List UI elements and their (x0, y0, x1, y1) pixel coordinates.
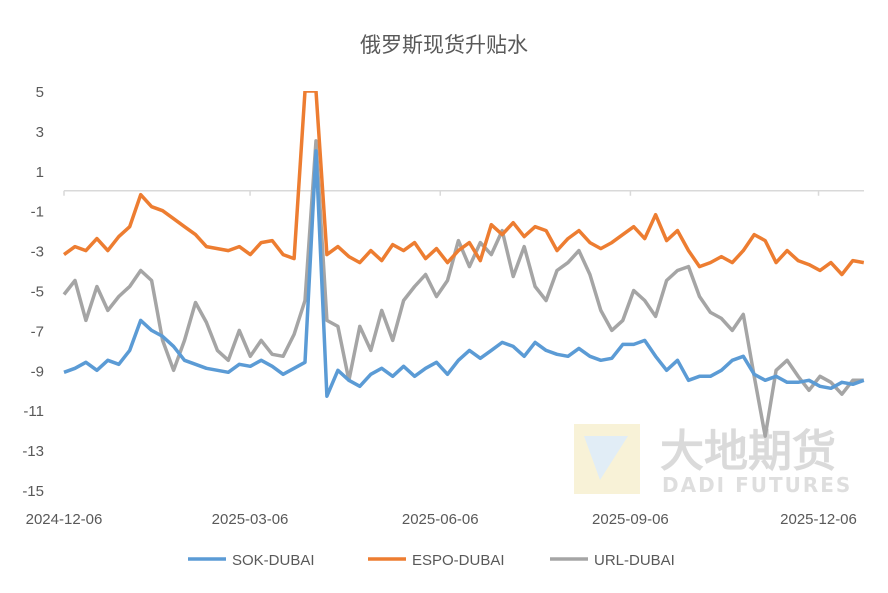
legend-item-url-dubai: URL-DUBAI (550, 552, 675, 569)
y-tick-label: -15 (22, 483, 44, 500)
y-tick-label: -9 (31, 363, 44, 380)
y-tick-label: 5 (36, 84, 44, 101)
x-tick-label: 2025-09-06 (592, 511, 669, 528)
y-tick-label: 1 (36, 164, 44, 181)
x-tick-label: 2024-12-06 (26, 511, 103, 528)
legend: SOK-DUBAI ESPO-DUBAI URL-DUBAI (188, 552, 675, 569)
series-line-sok-dubai (63, 149, 865, 398)
y-tick-label: -11 (23, 403, 44, 420)
legend-label: ESPO-DUBAI (412, 552, 505, 569)
chart-title: 俄罗斯现货升贴水 (360, 33, 528, 57)
legend-label: SOK-DUBAI (232, 552, 315, 569)
series-line-url-dubai (62, 139, 864, 438)
x-tick-label: 2025-03-06 (212, 511, 289, 528)
y-tick-label: -1 (31, 204, 44, 221)
y-tick-label: 3 (36, 124, 44, 141)
y-tick-label: -3 (31, 244, 44, 261)
x-tick-label: 2025-12-06 (780, 511, 857, 528)
legend-item-sok-dubai: SOK-DUBAI (188, 552, 315, 569)
y-tick-label: -5 (31, 284, 44, 301)
watermark-en: DADI FUTURES (662, 473, 852, 497)
legend-item-espo-dubai: ESPO-DUBAI (368, 552, 505, 569)
watermark-logo: 大地期货 DADI FUTURES (574, 424, 852, 497)
x-tick-label: 2025-06-06 (402, 511, 479, 528)
watermark-cn: 大地期货 (660, 426, 836, 477)
x-axis: 2024-12-06 2025-03-06 2025-06-06 2025-09-06… (26, 190, 864, 528)
y-axis: 5 3 1 -1 -3 -5 -7 -9 -11 -13 -15 (22, 84, 44, 500)
y-tick-label: -7 (31, 323, 44, 340)
y-tick-label: -13 (22, 443, 44, 460)
series-line-espo-dubai (62, 91, 865, 277)
legend-label: URL-DUBAI (594, 552, 675, 569)
series-lines (62, 91, 865, 438)
